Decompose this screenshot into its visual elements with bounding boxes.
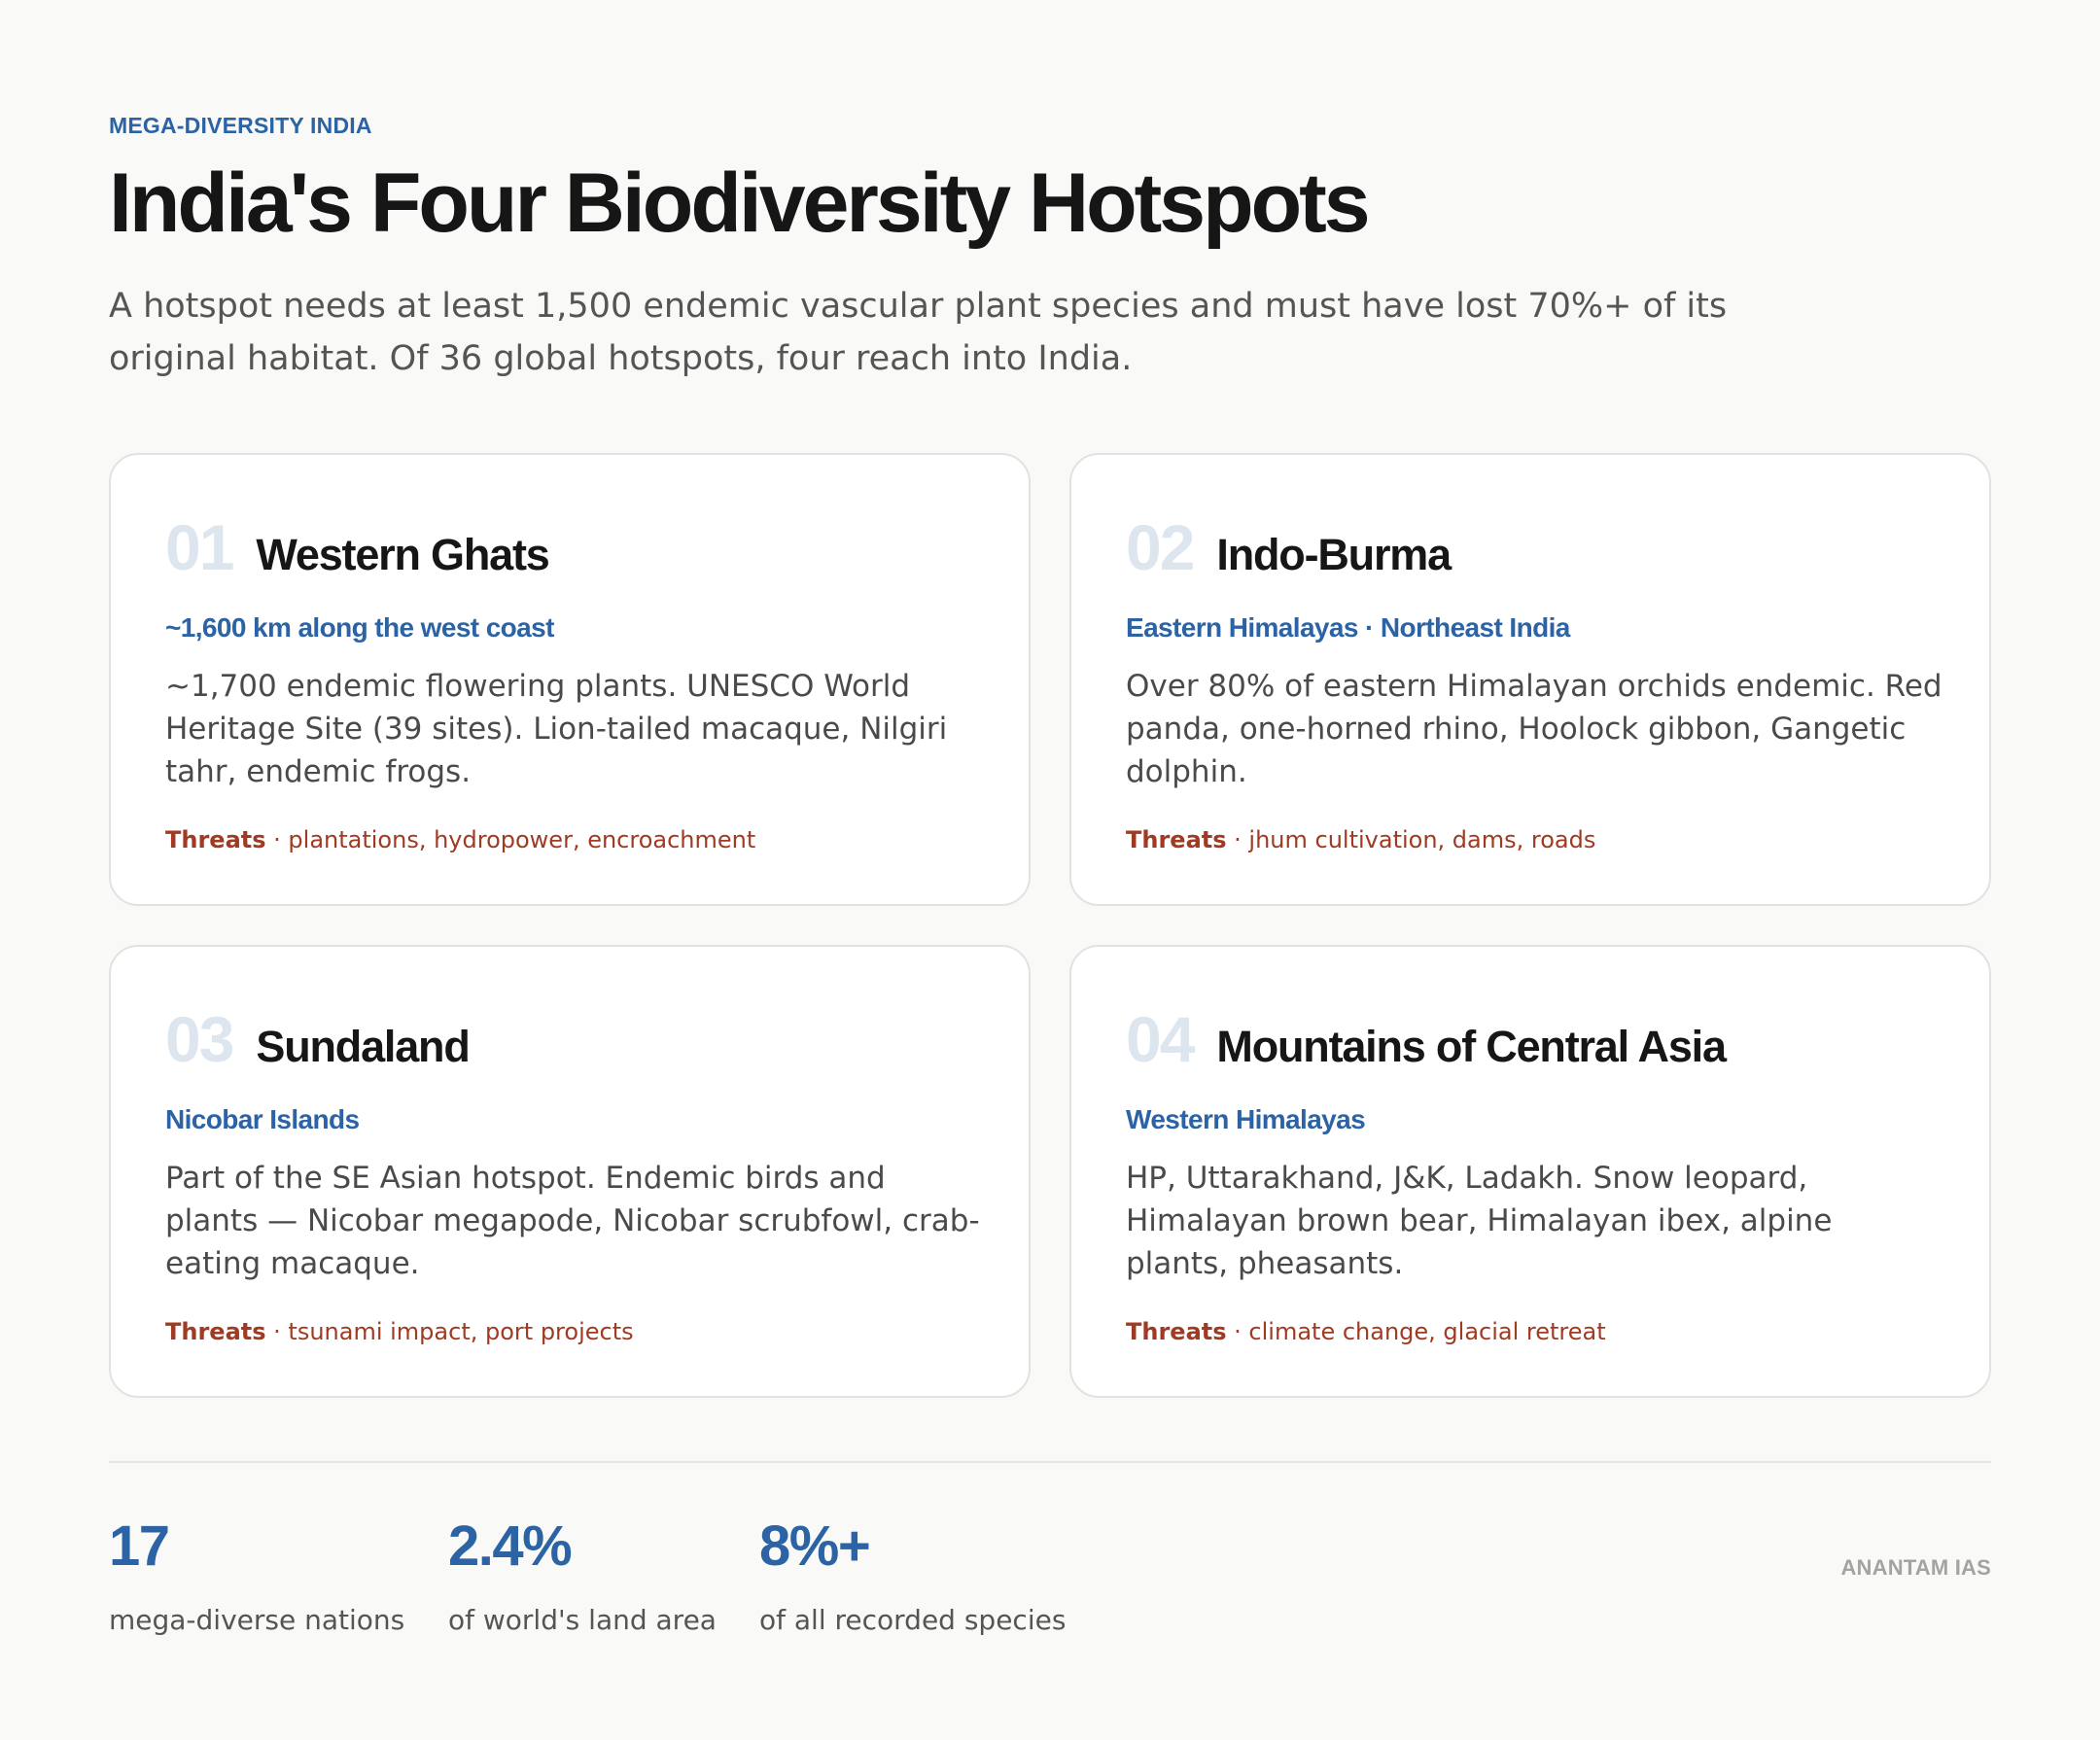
hotspot-card-sundaland: 03 Sundaland Nicobar Islands Part of the… [109, 945, 1031, 1398]
card-description: Part of the SE Asian hotspot. Endemic bi… [165, 1161, 980, 1281]
threats-label: Threats [165, 1318, 266, 1345]
stat-land-area: 2.4% of world's land area [448, 1514, 717, 1637]
card-region: Eastern Himalayas · Northeast India [1126, 612, 1570, 643]
card-header: 01 Western Ghats [165, 515, 974, 583]
hotspot-card-western-ghats: 01 Western Ghats ~1,600 km along the wes… [109, 453, 1031, 906]
threats-text: · jhum cultivation, dams, roads [1226, 826, 1596, 853]
card-threats: Threats · climate change, glacial retrea… [1126, 1318, 1606, 1345]
stat-value: 2.4% [448, 1514, 573, 1578]
card-description: Over 80% of eastern Himalayan orchids en… [1126, 669, 1942, 789]
card-header: 03 Sundaland [165, 1007, 974, 1075]
eyebrow-label: MEGA-DIVERSITY INDIA [109, 113, 372, 138]
stat-value: 8%+ [759, 1514, 871, 1578]
hotspot-card-indo-burma: 02 Indo-Burma Eastern Himalayas · Northe… [1069, 453, 1991, 906]
card-number: 01 [165, 511, 234, 583]
hotspot-card-central-asia: 04 Mountains of Central Asia Western Him… [1069, 945, 1991, 1398]
card-region: Western Himalayas [1126, 1104, 1366, 1134]
footer-divider [109, 1461, 1991, 1463]
card-header: 02 Indo-Burma [1126, 515, 1935, 583]
card-number: 03 [165, 1003, 234, 1075]
stat-label: of world's land area [448, 1604, 717, 1636]
card-header: 04 Mountains of Central Asia [1126, 1007, 1935, 1075]
hotspot-grid: 01 Western Ghats ~1,600 km along the wes… [109, 453, 1991, 1398]
card-threats: Threats · jhum cultivation, dams, roads [1126, 826, 1595, 853]
card-threats: Threats · plantations, hydropower, encro… [165, 826, 755, 853]
threats-text: · plantations, hydropower, encroachment [265, 826, 756, 853]
card-threats: Threats · tsunami impact, port projects [165, 1318, 634, 1345]
page-subtitle: A hotspot needs at least 1,500 endemic v… [109, 287, 1728, 378]
threats-label: Threats [165, 826, 266, 853]
card-title: Mountains of Central Asia [1216, 1022, 1727, 1071]
card-region: Nicobar Islands [165, 1104, 360, 1134]
card-title: Sundaland [256, 1022, 470, 1071]
threats-label: Threats [1126, 1318, 1227, 1345]
threats-text: · climate change, glacial retreat [1226, 1318, 1606, 1345]
brand-logo-text: ANANTAM IAS [1840, 1555, 1991, 1580]
stat-value: 17 [109, 1514, 170, 1578]
card-title: Western Ghats [256, 530, 549, 579]
card-number: 04 [1126, 1003, 1195, 1075]
card-description: ~1,700 endemic flowering plants. UNESCO … [165, 669, 948, 789]
threats-text: · tsunami impact, port projects [265, 1318, 634, 1345]
stat-mega-diverse-nations: 17 mega-diverse nations [109, 1514, 405, 1637]
stat-recorded-species: 8%+ of all recorded species [759, 1514, 1067, 1637]
stat-label: mega-diverse nations [109, 1604, 405, 1636]
stat-label: of all recorded species [759, 1604, 1067, 1636]
card-title: Indo-Burma [1216, 530, 1452, 579]
page-title: India's Four Biodiversity Hotspots [109, 157, 1371, 250]
card-description: HP, Uttarakhand, J&K, Ladakh. Snow leopa… [1126, 1161, 1833, 1281]
card-region: ~1,600 km along the west coast [165, 612, 554, 643]
card-number: 02 [1126, 511, 1195, 583]
threats-label: Threats [1126, 826, 1227, 853]
